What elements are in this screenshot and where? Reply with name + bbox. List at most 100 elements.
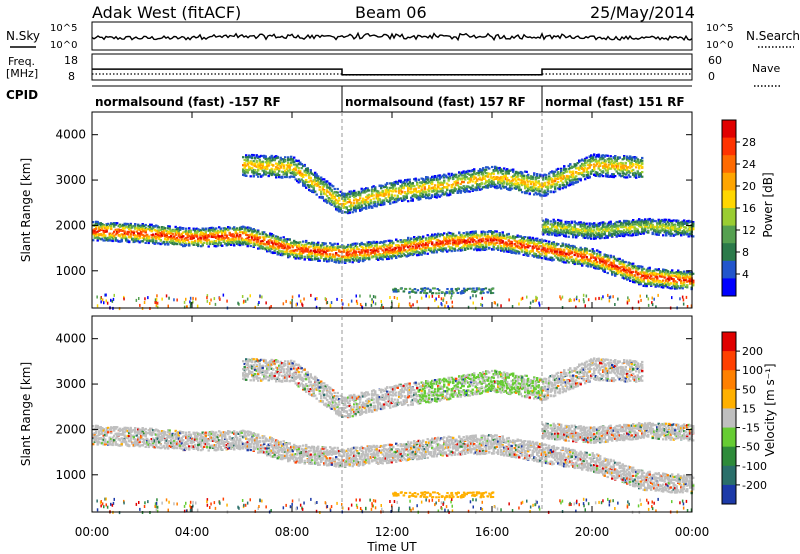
power-point bbox=[98, 222, 101, 225]
power-point bbox=[309, 251, 312, 254]
power-point bbox=[510, 242, 513, 245]
power-point bbox=[594, 262, 597, 265]
power-point bbox=[423, 246, 426, 249]
power-point bbox=[530, 250, 533, 253]
power-point bbox=[513, 251, 516, 255]
power-point bbox=[449, 242, 452, 245]
power-point bbox=[623, 266, 626, 269]
power-point bbox=[536, 256, 539, 259]
power-point bbox=[327, 255, 330, 258]
power-point bbox=[656, 275, 659, 278]
power-point bbox=[234, 231, 237, 234]
power-point bbox=[269, 238, 272, 241]
power-point bbox=[206, 240, 209, 243]
power-point bbox=[249, 241, 252, 244]
power-point bbox=[338, 257, 341, 260]
power-point bbox=[213, 245, 216, 248]
power-point bbox=[369, 199, 372, 202]
power-point bbox=[425, 243, 428, 246]
power-point bbox=[111, 239, 114, 243]
power-point bbox=[363, 243, 366, 246]
power-point bbox=[596, 254, 599, 257]
power-point bbox=[207, 234, 210, 237]
power-point bbox=[372, 194, 375, 197]
power-point bbox=[255, 159, 258, 163]
power-point bbox=[182, 245, 185, 248]
power-point bbox=[402, 248, 405, 251]
power-point bbox=[392, 250, 395, 254]
power-point bbox=[464, 234, 467, 237]
power-point bbox=[489, 243, 492, 246]
power-point bbox=[143, 236, 146, 239]
power-point bbox=[344, 198, 347, 201]
power-point bbox=[507, 233, 510, 236]
power-point bbox=[411, 248, 414, 251]
power-point bbox=[278, 242, 281, 245]
power-point bbox=[405, 250, 408, 253]
power-point bbox=[140, 230, 143, 234]
power-point bbox=[645, 274, 648, 278]
power-point bbox=[288, 253, 291, 256]
power-point bbox=[572, 248, 575, 251]
power-point bbox=[236, 228, 239, 231]
power-point bbox=[458, 236, 461, 239]
power-point bbox=[264, 234, 267, 237]
power-point bbox=[255, 234, 258, 237]
power-point bbox=[675, 275, 678, 278]
power-point bbox=[165, 238, 168, 241]
power-point bbox=[249, 239, 252, 242]
power-point bbox=[401, 251, 404, 254]
power-point bbox=[563, 261, 566, 264]
power-point bbox=[141, 223, 144, 226]
power-point bbox=[122, 234, 125, 237]
power-point bbox=[129, 226, 132, 230]
power-point bbox=[281, 240, 284, 243]
power-point bbox=[299, 246, 302, 249]
power-point bbox=[245, 171, 248, 174]
power-point bbox=[471, 240, 474, 243]
power-point bbox=[300, 167, 303, 170]
power-point bbox=[95, 231, 98, 234]
power-point bbox=[315, 257, 318, 260]
power-point bbox=[219, 242, 222, 245]
power-point bbox=[473, 243, 476, 246]
power-point bbox=[218, 240, 221, 243]
power-point bbox=[686, 280, 689, 283]
power-point bbox=[246, 226, 249, 229]
power-point bbox=[233, 228, 236, 231]
power-point bbox=[174, 239, 177, 242]
power-point bbox=[177, 230, 180, 233]
power-point bbox=[398, 255, 401, 258]
power-point bbox=[609, 262, 612, 265]
power-point bbox=[179, 241, 182, 244]
power-point bbox=[353, 242, 356, 245]
power-point bbox=[479, 234, 482, 237]
power-point bbox=[128, 231, 131, 234]
power-point bbox=[137, 237, 140, 240]
power-point bbox=[288, 168, 291, 171]
power-point bbox=[444, 242, 447, 245]
power-point bbox=[617, 270, 620, 273]
power-point bbox=[144, 231, 147, 234]
power-point bbox=[653, 283, 656, 286]
power-point bbox=[255, 239, 258, 242]
power-point bbox=[386, 182, 389, 185]
power-point bbox=[201, 243, 204, 246]
power-point bbox=[603, 268, 606, 271]
power-point bbox=[363, 251, 366, 254]
power-point bbox=[557, 258, 560, 261]
power-point bbox=[215, 231, 218, 234]
power-point bbox=[350, 243, 353, 246]
power-point bbox=[302, 247, 305, 250]
power-point bbox=[689, 279, 692, 282]
power-point bbox=[509, 250, 512, 253]
power-point bbox=[395, 247, 398, 250]
power-point bbox=[531, 249, 534, 252]
power-point bbox=[390, 255, 393, 258]
power-point bbox=[293, 249, 296, 252]
power-point bbox=[374, 255, 377, 258]
power-point bbox=[179, 240, 182, 243]
power-point bbox=[348, 253, 351, 256]
power-point bbox=[362, 254, 365, 257]
power-point bbox=[677, 273, 680, 276]
